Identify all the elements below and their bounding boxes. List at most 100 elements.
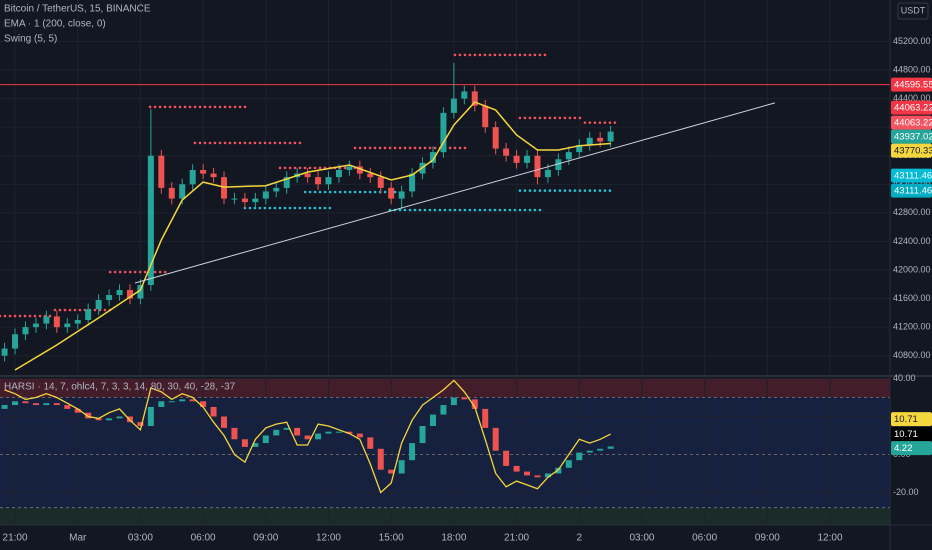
harsi-bar [304, 435, 311, 440]
harsi-bar [440, 405, 447, 415]
candle-body [241, 198, 248, 203]
harsi-bar [492, 427, 499, 451]
price-tag [891, 427, 932, 442]
harsi-bar [398, 460, 405, 474]
price-tag-label: 44595.55 [894, 80, 932, 91]
harsi-bar [283, 427, 290, 430]
price-tag-label: 10.71 [894, 429, 918, 440]
candle-body [461, 91, 468, 99]
legend-symbol[interactable]: Bitcoin / TetherUS, 15, BINANCE [4, 4, 151, 15]
harsi-bar [346, 431, 353, 434]
price-tag [891, 115, 932, 130]
price-tag-label: 43770.33 [894, 146, 932, 157]
x-tick-label: 09:00 [755, 533, 780, 544]
harsi-bar [335, 431, 342, 433]
harsi-bar [294, 427, 301, 436]
harsi-bar [607, 446, 614, 449]
legend-harsi[interactable]: HARSI · 14, 7, ohlc4, 7, 3, 3, 14, 80, 3… [4, 382, 236, 393]
ema-line [14, 101, 611, 371]
candle-body [53, 316, 60, 328]
harsi-bar [147, 406, 154, 426]
candle-body [607, 131, 614, 142]
candle-body [74, 320, 81, 324]
harsi-bar [482, 408, 489, 428]
candle-body [325, 177, 332, 185]
candle-body [221, 177, 228, 199]
candle-body [85, 309, 92, 320]
harsi-bar [586, 450, 593, 453]
price-tag-label: 44063.22 [894, 103, 932, 114]
harsi-bar [597, 448, 604, 451]
harsi-bar [95, 418, 102, 421]
harsi-bar [64, 405, 71, 409]
harsi-bar [22, 401, 29, 404]
candle-body [440, 112, 447, 153]
legend-swing[interactable]: Swing (5, 5) [4, 34, 57, 45]
harsi-bar [450, 397, 457, 406]
harsi-bar [262, 435, 269, 444]
y-tick-label: 40800.00 [893, 350, 931, 360]
harsi-bar [471, 399, 478, 409]
harsi-bar [116, 416, 123, 419]
y-tick-label: 40.00 [893, 373, 916, 383]
candle-body [210, 173, 217, 178]
candle-body [315, 177, 322, 185]
harsi-bar [241, 439, 248, 447]
x-tick-label: 2 [576, 533, 582, 544]
harsi-bar [534, 475, 541, 478]
candle-body [126, 290, 133, 299]
harsi-bar [106, 418, 113, 421]
trend-line [134, 102, 776, 284]
candle-body [377, 177, 384, 188]
x-tick-label: 03:00 [128, 533, 153, 544]
y-tick-label: 41600.00 [893, 293, 931, 303]
x-tick-label: 21:00 [3, 533, 28, 544]
price-tag-label: 4.22 [894, 443, 913, 454]
candle-body [555, 159, 562, 170]
zone [0, 507, 890, 525]
harsi-bar [158, 401, 165, 407]
currency-button[interactable] [897, 2, 929, 20]
candle-body [409, 173, 416, 192]
candle-body [450, 98, 457, 113]
price-tag-label: 43937.02 [894, 132, 932, 143]
harsi-bar [210, 406, 217, 417]
candle-body [471, 91, 478, 106]
candle-body [12, 334, 19, 349]
candle-body [565, 152, 572, 160]
harsi-bar [544, 473, 551, 478]
candle-body [597, 137, 604, 142]
x-tick-label: Mar [69, 533, 87, 544]
x-tick-label: 12:00 [818, 533, 843, 544]
candle-body [147, 155, 154, 285]
x-tick-label: 18:00 [441, 533, 466, 544]
y-tick-label: 42800.00 [893, 207, 931, 217]
candle-body [273, 187, 280, 192]
x-tick-label: 03:00 [629, 533, 654, 544]
harsi-bar [32, 403, 39, 406]
harsi-bar [555, 467, 562, 474]
candle-body [106, 295, 113, 300]
y-tick-label: -20.00 [893, 487, 919, 497]
harsi-bar [576, 452, 583, 461]
harsi-bar [200, 401, 207, 407]
legend-ema[interactable]: EMA · 1 (200, close, 0) [4, 19, 106, 30]
harsi-bar [377, 448, 384, 470]
harsi-bar [419, 425, 426, 444]
y-tick-label: 44800.00 [893, 64, 931, 74]
candle-body [524, 155, 531, 163]
candle-body [398, 191, 405, 199]
harsi-bar [221, 416, 228, 428]
price-tag [891, 168, 932, 183]
candle-body [335, 170, 342, 178]
candle-body [64, 323, 71, 328]
price-tag-label: 44063.22 [894, 118, 932, 129]
candle-body [116, 290, 123, 295]
harsi-bar [273, 429, 280, 436]
currency[interactable]: USDT [901, 5, 926, 15]
candle-body [482, 105, 489, 128]
price-tag [891, 441, 932, 456]
candle-body [388, 187, 395, 199]
x-tick-label: 12:00 [316, 533, 341, 544]
